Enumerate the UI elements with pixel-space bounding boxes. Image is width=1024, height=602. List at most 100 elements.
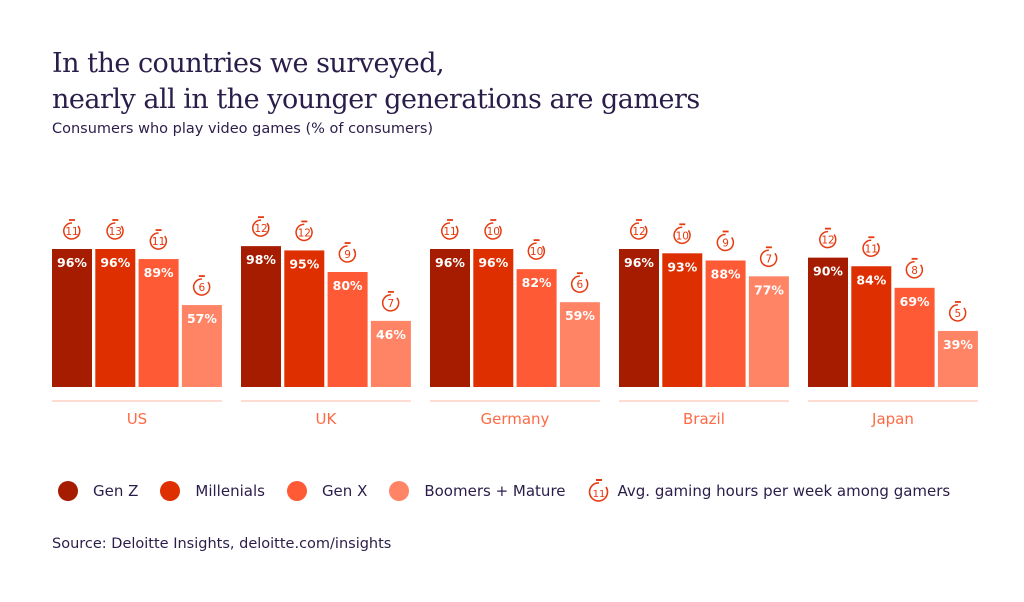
legend-item-boomers: Boomers + Mature bbox=[389, 481, 566, 501]
bar bbox=[241, 246, 281, 387]
category-group-uk: 98% 12 95% 12 80% 9 46% 7 UK bbox=[241, 216, 411, 428]
bar bbox=[937, 330, 978, 387]
data-label: 57% bbox=[187, 311, 217, 326]
hours-label: 5 bbox=[955, 308, 962, 320]
data-label: 82% bbox=[522, 275, 552, 290]
legend-item-gen-z: Gen Z bbox=[58, 481, 138, 501]
bar bbox=[559, 302, 600, 387]
category-group-brazil: 96% 12 93% 10 88% 9 77% 7 Brazil bbox=[619, 219, 789, 428]
hours-label: 11 bbox=[443, 226, 456, 238]
legend-label: Boomers + Mature bbox=[424, 482, 566, 500]
legend-label: Millenials bbox=[195, 482, 265, 500]
legend-item-hours: 11 Avg. gaming hours per week among game… bbox=[588, 478, 950, 504]
data-label: 96% bbox=[478, 255, 508, 270]
bar bbox=[851, 266, 892, 387]
stopwatch-icon: 7 bbox=[381, 290, 400, 312]
bar bbox=[894, 287, 935, 387]
legend-swatch bbox=[286, 481, 307, 501]
stopwatch-icon: 13 bbox=[106, 219, 124, 240]
hours-label: 6 bbox=[199, 282, 206, 294]
category-group-us: 96% 11 96% 13 89% 11 57% 6 US bbox=[52, 219, 222, 428]
data-label: 89% bbox=[144, 265, 174, 280]
bar bbox=[370, 320, 411, 387]
bar bbox=[181, 305, 222, 387]
category-label: Brazil bbox=[683, 410, 725, 428]
legend: Gen Z Millenials Gen X Boomers + Mature … bbox=[58, 478, 972, 504]
stopwatch-icon: 6 bbox=[570, 272, 589, 293]
hours-label: 12 bbox=[298, 227, 311, 239]
stopwatch-icon: 10 bbox=[484, 219, 502, 240]
stopwatch-icon: 9 bbox=[716, 230, 735, 252]
data-label: 46% bbox=[376, 327, 406, 342]
bar bbox=[52, 249, 92, 387]
data-label: 39% bbox=[943, 337, 973, 352]
category-label: US bbox=[127, 410, 148, 428]
legend-item-millenials: Millenials bbox=[160, 481, 265, 501]
stopwatch-icon: 10 bbox=[673, 223, 691, 245]
legend-swatch bbox=[160, 481, 181, 501]
data-label: 93% bbox=[667, 259, 697, 274]
chart-title: In the countries we surveyed, nearly all… bbox=[52, 46, 700, 118]
legend-swatch bbox=[389, 481, 410, 501]
title-line-1: In the countries we surveyed, bbox=[52, 48, 445, 79]
category-label: Germany bbox=[480, 410, 549, 428]
data-label: 59% bbox=[565, 308, 595, 323]
stopwatch-icon: 9 bbox=[338, 242, 357, 263]
bar bbox=[138, 259, 179, 387]
hours-label: 11 bbox=[152, 236, 165, 248]
bar bbox=[619, 249, 659, 387]
data-label: 96% bbox=[624, 255, 654, 270]
title-line-2: nearly all in the younger generations ar… bbox=[52, 84, 700, 115]
stopwatch-icon: 10 bbox=[527, 239, 546, 260]
data-label: 98% bbox=[246, 252, 276, 267]
hours-label: 13 bbox=[109, 226, 122, 238]
stopwatch-icon: 11 bbox=[63, 219, 81, 240]
hours-label: 10 bbox=[487, 226, 500, 238]
chart-subtitle: Consumers who play video games (% of con… bbox=[52, 121, 434, 137]
data-label: 84% bbox=[856, 272, 886, 287]
data-label: 80% bbox=[333, 278, 363, 293]
bar bbox=[327, 272, 368, 387]
hours-label: 10 bbox=[530, 246, 543, 258]
category-label: UK bbox=[316, 410, 338, 428]
bar bbox=[516, 269, 557, 387]
stopwatch-icon: 8 bbox=[905, 257, 924, 279]
hours-label: 12 bbox=[821, 235, 834, 247]
hours-label: 11 bbox=[865, 243, 878, 255]
bar bbox=[808, 257, 848, 387]
hours-label: 8 bbox=[911, 265, 918, 277]
legend-label: Gen X bbox=[321, 482, 368, 500]
hours-label: 10 bbox=[676, 230, 689, 242]
category-label: Japan bbox=[871, 410, 914, 428]
stopwatch-icon: 12 bbox=[819, 227, 837, 249]
data-label: 96% bbox=[100, 255, 130, 270]
stopwatch-icon: 5 bbox=[948, 301, 967, 322]
legend-label: Gen Z bbox=[93, 482, 139, 500]
data-label: 69% bbox=[900, 294, 930, 309]
bar bbox=[473, 249, 514, 387]
hours-label: 9 bbox=[344, 249, 351, 261]
hours-label: 6 bbox=[577, 279, 584, 291]
stopwatch-icon: 11 bbox=[441, 219, 459, 240]
hours-label: 12 bbox=[254, 223, 267, 235]
bar-chart: 96% 11 96% 13 89% 11 57% 6 US 98% 12 95% 12 80% 9 46% 7 U… bbox=[52, 216, 978, 428]
bar bbox=[748, 276, 789, 387]
legend-swatch bbox=[58, 481, 78, 501]
data-label: 77% bbox=[754, 282, 784, 297]
stopwatch-icon: 12 bbox=[295, 220, 313, 242]
bar bbox=[284, 250, 325, 387]
source-note: Source: Deloitte Insights, deloitte.com/… bbox=[52, 536, 392, 552]
stopwatch-icon: 12 bbox=[630, 219, 648, 240]
data-label: 96% bbox=[435, 255, 465, 270]
hours-label: 7 bbox=[388, 298, 395, 310]
legend-item-gen-x: Gen X bbox=[286, 481, 368, 501]
stopwatch-icon: 11 bbox=[588, 479, 608, 502]
data-label: 90% bbox=[813, 264, 843, 279]
stopwatch-sample: 11 bbox=[592, 489, 605, 500]
data-label: 95% bbox=[289, 256, 319, 271]
data-label: 96% bbox=[57, 255, 87, 270]
stopwatch-icon: 6 bbox=[192, 275, 211, 296]
category-group-japan: 90% 12 84% 11 69% 8 39% 5 Japan bbox=[808, 227, 978, 428]
hours-label: 7 bbox=[766, 253, 773, 265]
bar bbox=[430, 249, 470, 387]
